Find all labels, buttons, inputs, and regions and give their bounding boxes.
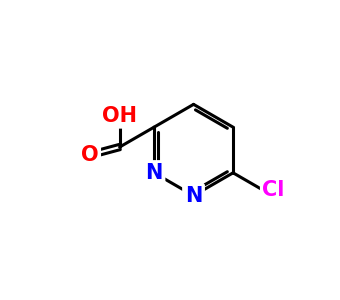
Text: N: N xyxy=(145,163,163,183)
Text: O: O xyxy=(81,145,99,165)
Text: N: N xyxy=(145,163,163,183)
Text: N: N xyxy=(185,186,202,206)
Text: OH: OH xyxy=(102,106,137,126)
Text: Cl: Cl xyxy=(262,180,285,200)
Text: N: N xyxy=(185,186,202,206)
